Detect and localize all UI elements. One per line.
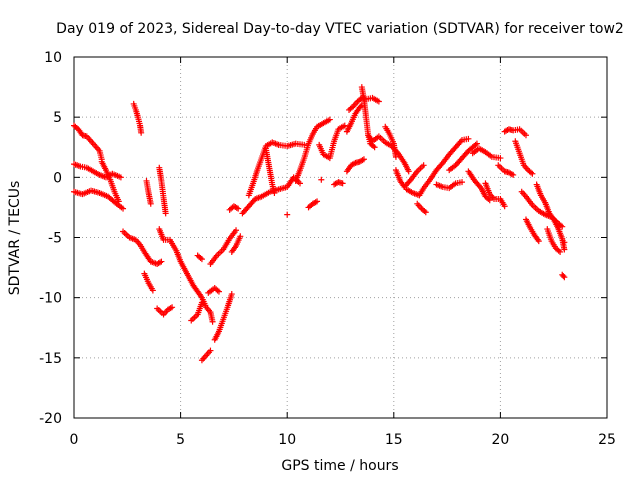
data-point [326,116,333,123]
data-point [529,170,536,177]
data-point [301,141,308,148]
data-points [71,84,568,364]
data-point [561,239,568,246]
data-point [115,198,122,205]
axis-ticks: 0 5 10 15 20 25 -20 -15 -10 -5 0 5 10 [39,50,616,448]
y-tick-label: 0 [53,170,62,186]
x-tick-label: 15 [385,432,403,448]
data-point [162,210,169,217]
data-point [501,203,508,210]
data-point [117,174,124,181]
data-point [561,274,568,281]
data-point [149,287,156,294]
x-tick-label: 25 [598,432,616,448]
data-point [237,233,244,240]
y-tick-label: -5 [48,231,62,247]
data-point [233,227,240,234]
data-point [375,98,382,105]
x-tick-label: 0 [70,432,79,448]
data-point [405,168,412,175]
data-point [392,153,399,160]
data-point [207,347,214,354]
data-point [422,209,429,216]
data-point [510,171,517,178]
data-point [559,223,566,230]
y-tick-label: 5 [53,110,62,126]
x-axis-label: GPS time / hours [281,458,398,474]
data-point [209,318,216,325]
data-point [360,156,367,163]
data-point [318,176,325,183]
data-point [169,304,176,311]
data-point [228,291,235,298]
data-point [557,248,564,255]
chart-title: Day 019 of 2023, Sidereal Day-to-day VTE… [56,21,624,37]
data-point [420,162,427,169]
y-tick-label: 10 [44,50,62,66]
data-point [561,246,568,253]
data-point [339,180,346,187]
data-point [296,180,303,187]
data-point [120,205,127,212]
data-point [235,205,242,212]
data-point [497,155,504,162]
data-point [314,198,321,205]
data-point [198,256,205,263]
data-point [215,288,222,295]
data-point [535,238,542,245]
data-point [371,144,378,151]
y-tick-label: -10 [39,291,62,307]
data-point [284,211,291,218]
x-tick-label: 5 [176,432,185,448]
data-point [459,179,466,186]
data-point [560,273,567,280]
data-point [271,189,278,196]
data-point [158,258,165,265]
y-tick-label: -20 [39,411,62,427]
y-axis-label: SDTVAR / TECUs [7,181,23,296]
grid-lines [74,57,607,418]
data-point [138,129,145,136]
data-point [357,103,364,110]
y-tick-label: -15 [39,351,62,367]
data-point [147,200,154,207]
data-point [198,299,205,306]
plot-frame [73,56,608,419]
x-tick-label: 20 [491,432,509,448]
data-point [465,135,472,142]
data-point [522,132,529,139]
data-point [486,197,493,204]
data-point [341,122,348,129]
x-tick-label: 10 [278,432,296,448]
data-point [473,140,480,147]
